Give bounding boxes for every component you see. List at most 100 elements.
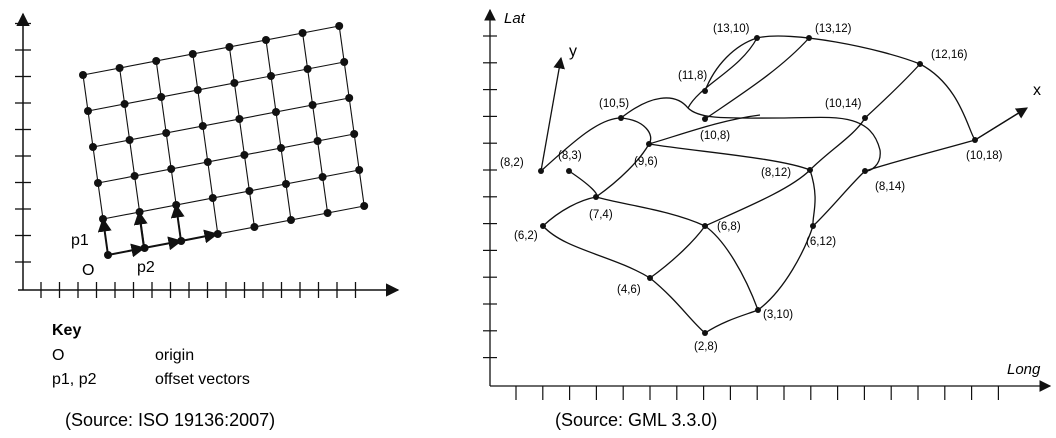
grid-node bbox=[308, 101, 317, 109]
left-diagram: O p1 p2 Key O origin p1, p2 offset vecto… bbox=[15, 12, 400, 430]
grid-point-marker bbox=[702, 88, 708, 94]
grid-node bbox=[267, 72, 275, 80]
p1-vector-copy-1 bbox=[133, 210, 148, 249]
grid-point-label: (4,6) bbox=[617, 284, 641, 296]
grid-row-line bbox=[92, 97, 350, 148]
p2-vector-copy-1 bbox=[143, 236, 183, 251]
grid-y-line-3 bbox=[704, 111, 1021, 334]
grid-point-marker bbox=[862, 115, 868, 121]
grid-node bbox=[282, 180, 290, 188]
grid-node bbox=[350, 130, 359, 138]
grid-node bbox=[130, 172, 139, 180]
grid-point-marker bbox=[702, 330, 708, 336]
grid-node bbox=[162, 129, 171, 137]
grid-node bbox=[208, 194, 217, 202]
grid-points: (13,10) (13,12) (12,16) (11,8) (10,5) (10,14)… bbox=[500, 23, 1003, 353]
origin-label: O bbox=[82, 262, 94, 279]
grid-node bbox=[303, 65, 312, 73]
grid-point-label: (8,14) bbox=[875, 181, 905, 193]
grid-node bbox=[230, 79, 239, 87]
grid-node bbox=[323, 209, 332, 217]
grid-node bbox=[157, 93, 166, 101]
right-diagram: Lat Long y x (13,10) (13,12) (12,16) (11,8)… bbox=[483, 8, 1052, 430]
grid-point-label: (8,2) bbox=[500, 157, 524, 169]
grid-point-marker bbox=[755, 307, 761, 313]
grid-y-line-5 bbox=[704, 37, 810, 120]
p2-vector bbox=[107, 243, 146, 258]
grid-point-label: (3,10) bbox=[763, 309, 793, 321]
grid-point-marker bbox=[810, 223, 816, 229]
grid-point-label: (9,6) bbox=[634, 156, 658, 168]
grid-node bbox=[340, 58, 349, 66]
grid-node bbox=[198, 122, 207, 130]
grid-y-line-4 bbox=[687, 37, 758, 109]
grid-node bbox=[203, 158, 212, 166]
grid-point-marker bbox=[806, 35, 812, 41]
grid-point-label: (13,12) bbox=[815, 23, 852, 35]
key-title: Key bbox=[52, 322, 81, 339]
grid-point-marker bbox=[540, 223, 546, 229]
grid-point-label: (2,8) bbox=[694, 341, 718, 353]
grid-point-marker bbox=[566, 168, 572, 174]
grid-point-marker bbox=[807, 167, 813, 173]
grid-point-marker bbox=[917, 61, 923, 67]
grid-node bbox=[79, 71, 87, 79]
grid-node bbox=[115, 64, 124, 72]
grid-x-line-1 bbox=[542, 225, 706, 334]
grid-x-axis-label: x bbox=[1033, 82, 1041, 99]
grid-point-marker bbox=[538, 168, 544, 174]
offset-vectors bbox=[97, 203, 219, 258]
p1-vector bbox=[97, 217, 112, 256]
grid-point-label: (10,5) bbox=[599, 98, 629, 110]
grid-x-line-4 bbox=[620, 97, 881, 172]
grid-point-label: (6,12) bbox=[806, 236, 836, 248]
grid-node bbox=[250, 223, 259, 231]
grid-node bbox=[89, 143, 97, 151]
grid-row-line bbox=[82, 25, 340, 76]
grid-point-label: (10,8) bbox=[700, 130, 730, 142]
grid-point-label: (13,10) bbox=[713, 23, 750, 35]
p1-label: p1 bbox=[71, 232, 89, 249]
grid-point-label: (8,3) bbox=[558, 150, 582, 162]
grid-node bbox=[345, 94, 354, 102]
p2-label: p2 bbox=[137, 259, 155, 276]
grid-node bbox=[120, 100, 129, 108]
grid-point-label: (8,12) bbox=[761, 167, 791, 179]
curvilinear-grid bbox=[540, 35, 1021, 334]
grid-node bbox=[167, 165, 176, 173]
grid-node bbox=[94, 179, 102, 187]
grid-point-label: (6,8) bbox=[717, 221, 741, 233]
grid-x-line-5 bbox=[704, 35, 976, 141]
p2-vector-copy-2 bbox=[180, 229, 219, 244]
grid-y-axis-label: y bbox=[569, 43, 577, 60]
grid-node bbox=[152, 57, 161, 65]
grid-row-line bbox=[97, 133, 355, 184]
grid-point-marker bbox=[593, 194, 599, 200]
lat-axis-label: Lat bbox=[504, 10, 526, 27]
grid-node bbox=[188, 50, 197, 58]
grid-y-axis bbox=[540, 56, 565, 172]
right-axis-ticks bbox=[483, 35, 1000, 400]
grid-node bbox=[287, 216, 295, 224]
grid-x-line-2 bbox=[568, 170, 759, 311]
grid-point-marker bbox=[972, 137, 978, 143]
key-desc-offset: offset vectors bbox=[155, 371, 250, 388]
grid-node bbox=[235, 115, 244, 123]
grid-node bbox=[313, 137, 322, 145]
grid-col-line bbox=[302, 32, 329, 214]
grid-point-marker bbox=[862, 168, 868, 174]
long-axis-label: Long bbox=[1007, 361, 1041, 378]
grid-point-label: (6,2) bbox=[514, 230, 538, 242]
grid-node bbox=[360, 202, 369, 210]
grid-node bbox=[318, 173, 327, 181]
grid-node bbox=[225, 43, 234, 51]
grid-col-line bbox=[265, 39, 292, 221]
grid-node bbox=[298, 29, 307, 37]
grid-col-line bbox=[192, 53, 219, 235]
grid-node bbox=[240, 151, 249, 159]
grid-node bbox=[245, 187, 254, 195]
grid-point-marker bbox=[618, 115, 624, 121]
grid-y-line-1 bbox=[542, 114, 761, 227]
grid-point-marker bbox=[646, 141, 652, 147]
left-axis-ticks bbox=[15, 22, 357, 298]
